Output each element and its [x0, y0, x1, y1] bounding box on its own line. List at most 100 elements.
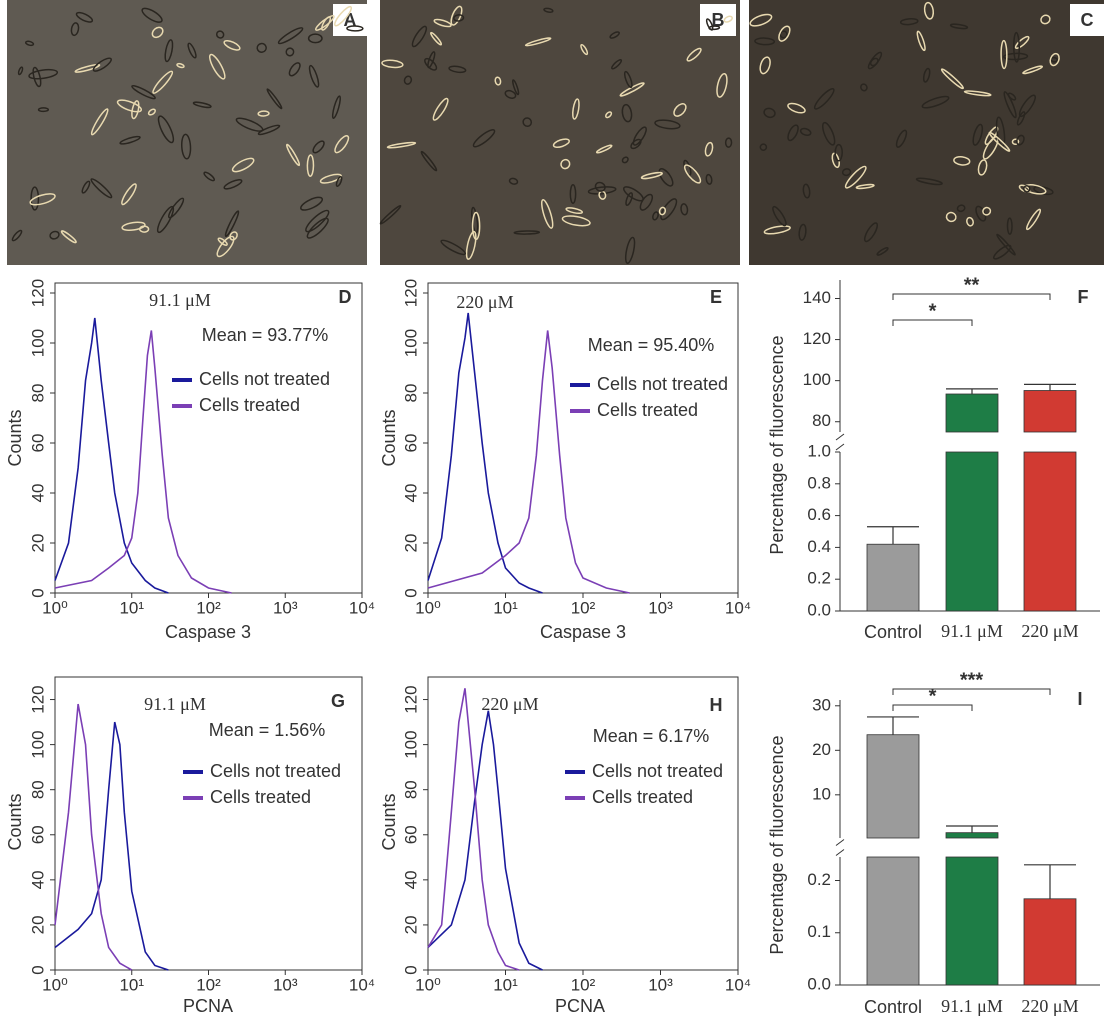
x-tick-label: 10⁴ — [349, 975, 375, 994]
cell — [779, 30, 788, 39]
axis-break — [835, 443, 845, 451]
cell — [623, 186, 644, 202]
bar — [1023, 390, 1077, 433]
cell — [331, 95, 341, 120]
cell — [787, 124, 799, 142]
cell — [1025, 208, 1042, 231]
panel-label: B — [712, 10, 725, 30]
y-tick-label: 20 — [401, 915, 420, 934]
subtitle: 220 μM — [481, 694, 538, 714]
y-tick-label: 0.2 — [807, 870, 831, 889]
cell — [552, 138, 570, 149]
y-tick-label: 0.1 — [807, 922, 831, 941]
significance-bracket — [892, 704, 973, 711]
cell — [157, 115, 175, 144]
cell — [524, 37, 552, 47]
y-tick-label: 40 — [28, 484, 47, 503]
cell — [921, 95, 950, 109]
cell — [223, 39, 241, 51]
cell — [860, 83, 868, 92]
cell — [513, 230, 541, 235]
cell — [624, 236, 636, 264]
x-tick-label: 91.1 μM — [941, 621, 1003, 641]
cell — [450, 5, 463, 26]
legend-label: Cells not treated — [597, 374, 728, 394]
cell — [621, 156, 629, 164]
error-bar — [867, 526, 919, 545]
cell — [673, 103, 687, 117]
legend-label: Cells not treated — [210, 761, 341, 781]
axis-break — [835, 839, 845, 846]
y-tick-label: 20 — [28, 915, 47, 934]
cell — [963, 90, 992, 97]
histogram-line — [427, 688, 520, 971]
cell — [993, 244, 1012, 260]
y-tick-label: 120 — [401, 279, 420, 307]
y-tick-label: 120 — [28, 279, 47, 307]
cell — [966, 216, 974, 227]
y-tick-label: 100 — [803, 370, 831, 389]
cell — [420, 150, 438, 172]
cell — [277, 27, 304, 45]
x-tick-label: 10² — [571, 975, 596, 994]
cell — [940, 68, 964, 90]
cell — [187, 42, 197, 59]
cell — [152, 70, 174, 94]
cell — [256, 42, 267, 53]
cell — [621, 103, 633, 123]
y-axis-label: Percentage of fluorescence — [767, 735, 787, 954]
cell — [379, 204, 402, 225]
cell — [1018, 94, 1036, 118]
bar — [945, 832, 999, 839]
y-tick-label: 60 — [401, 825, 420, 844]
cell — [640, 171, 663, 180]
y-tick-label: 120 — [803, 329, 831, 348]
histogram-line — [54, 330, 232, 594]
cell — [799, 127, 812, 137]
x-tick-label: 10⁰ — [42, 598, 68, 617]
cell — [977, 159, 988, 176]
cell — [982, 206, 992, 216]
y-tick-label: 120 — [28, 685, 47, 713]
cell — [658, 206, 667, 216]
y-tick-label: 40 — [401, 870, 420, 889]
histogram-line — [54, 703, 133, 971]
cell — [440, 239, 467, 256]
cell — [49, 230, 60, 240]
cell — [867, 51, 883, 70]
significance-bracket — [892, 293, 1051, 300]
cell — [716, 72, 728, 98]
cell — [683, 164, 702, 184]
y-tick-label: 100 — [401, 329, 420, 357]
cell — [996, 233, 1016, 256]
cell — [24, 40, 35, 47]
x-tick-label: 10⁴ — [725, 975, 751, 994]
cell — [1016, 134, 1025, 146]
x-axis-label: PCNA — [183, 996, 233, 1016]
legend-label: Cells treated — [597, 400, 698, 420]
y-axis-label: Counts — [379, 409, 399, 466]
cell — [915, 177, 943, 186]
cell — [231, 157, 255, 173]
y-tick-label: 0 — [401, 965, 420, 974]
cell — [75, 11, 94, 23]
cell — [37, 107, 50, 113]
cell — [1011, 138, 1020, 146]
cell — [895, 129, 908, 148]
legend-label: Cells treated — [199, 395, 300, 415]
bar — [1023, 898, 1077, 986]
cell — [798, 223, 807, 241]
cell — [176, 62, 185, 69]
x-tick-label: 10¹ — [119, 975, 144, 994]
y-tick-label: 0.6 — [807, 505, 831, 524]
cell — [594, 181, 606, 192]
cell — [923, 1, 935, 20]
y-tick-label: 0.8 — [807, 473, 831, 492]
cell — [1013, 31, 1021, 63]
cell — [215, 30, 225, 39]
cell — [876, 247, 889, 256]
subtitle: 91.1 μM — [149, 290, 211, 310]
cell — [90, 178, 113, 199]
micrograph-c: C — [749, 0, 1104, 265]
subtitle: 220 μM — [456, 292, 513, 312]
